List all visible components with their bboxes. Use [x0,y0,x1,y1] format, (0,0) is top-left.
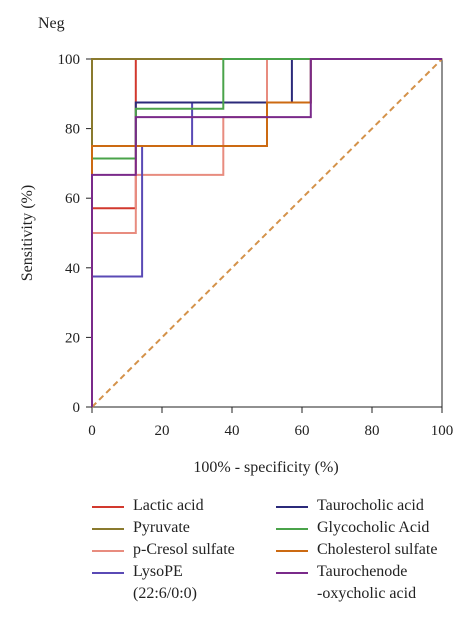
legend-swatch [92,528,124,530]
legend-label: LysoPE (22:6/0:0) [133,563,197,602]
legend-label: Lactic acid [133,497,204,514]
legend-swatch [276,528,308,530]
x-tick-label: 0 [88,423,96,439]
y-tick-label: 80 [65,122,80,138]
x-tick-label: 100 [431,423,454,439]
panel-label: Neg [38,15,65,32]
legend-item: Pyruvate [92,517,190,539]
legend-item: LysoPE (22:6/0:0) [92,561,197,605]
legend-swatch [92,572,124,574]
legend-swatch [276,506,308,508]
y-tick-label: 0 [73,400,81,416]
roc-chart: Neg 0 20 40 60 80 100 0 20 40 60 80 100 100% - spec… [19,15,454,476]
legend-item: Taurocholic acid [276,495,424,517]
x-axis-label: 100% - specificity (%) [193,459,338,476]
x-tick-label: 80 [365,423,380,439]
y-axis-label: Sensitivity (%) [19,185,36,281]
y-tick-label: 60 [65,191,80,207]
legend-item: Glycocholic Acid [276,517,429,539]
x-tick-label: 40 [225,423,240,439]
legend-item: p-Cresol sulfate [92,539,235,561]
legend-swatch [92,506,124,508]
legend-item: Cholesterol sulfate [276,539,437,561]
legend-swatch [276,572,308,574]
plot-area: 0 20 40 60 80 100 0 20 40 60 80 100 [58,52,454,439]
legend-swatch [276,550,308,552]
series-line-2 [91,58,442,407]
legend-label: Taurochenode -oxycholic acid [317,563,417,602]
x-tick-label: 60 [295,423,310,439]
legend-label: p-Cresol sulfate [133,541,235,558]
legend-label: Glycocholic Acid [317,519,430,536]
reference-diagonal-line [91,58,443,408]
x-tick-label: 20 [155,423,170,439]
legend-label: Cholesterol sulfate [317,541,438,558]
y-tick-label: 20 [65,330,80,346]
y-tick-label: 40 [65,261,80,277]
legend-label: Pyruvate [133,519,190,536]
legend-item: Lactic acid [92,495,204,517]
legend-item: Taurochenode -oxycholic acid [276,561,416,605]
y-tick-label: 100 [58,52,81,68]
legend-swatch [92,550,124,552]
series-line-7 [91,58,442,407]
legend-label: Taurocholic acid [317,497,424,514]
